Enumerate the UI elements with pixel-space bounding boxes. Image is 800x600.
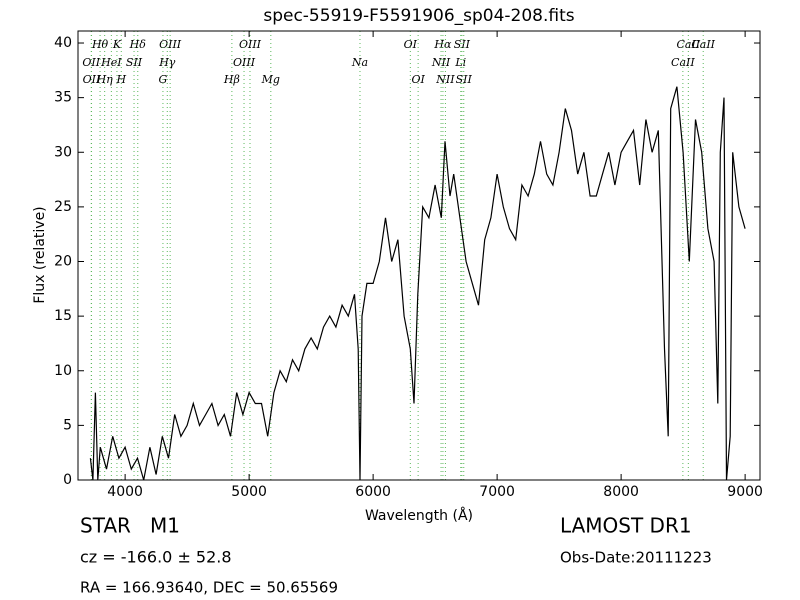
- coordinates: RA = 166.93640, DEC = 50.65569: [80, 579, 338, 597]
- spectral-line-label: NII: [431, 56, 451, 69]
- spectral-line-label: Li: [454, 56, 466, 69]
- y-tick-label: 0: [63, 472, 72, 488]
- spectral-line-label: G: [159, 73, 168, 86]
- obs-date: Obs-Date:20111223: [560, 549, 712, 567]
- spectral-line-label: Hδ: [129, 38, 147, 51]
- y-tick-label: 20: [54, 254, 72, 270]
- plot-frame: [77, 30, 761, 481]
- spectral-line-label: Hα: [433, 38, 452, 51]
- y-tick-label: 10: [54, 363, 72, 379]
- spectral-line-label: Na: [351, 56, 368, 69]
- survey: LAMOST DR1: [560, 514, 692, 538]
- spectral-line-label: OII: [82, 56, 100, 69]
- x-tick-label: 5000: [231, 484, 267, 500]
- y-tick-label: 15: [54, 308, 72, 324]
- object-class: STAR M1: [80, 514, 180, 538]
- spectral-line-label: OII: [83, 73, 101, 86]
- spectral-line-label: SII: [126, 56, 143, 69]
- spectrum-line: [89, 86, 746, 481]
- spectral-line-label: OI: [404, 38, 418, 51]
- spectral-line-label: SII: [454, 38, 471, 51]
- x-tick-label: 4000: [107, 484, 143, 500]
- y-tick-label: 30: [54, 144, 72, 160]
- x-tick-label: 9000: [727, 484, 763, 500]
- y-axis-label: Flux (relative): [32, 206, 48, 303]
- y-tick-label: 25: [54, 199, 72, 215]
- spectral-line-label: Hγ: [158, 56, 176, 69]
- spectral-line-label: Mg: [261, 73, 280, 86]
- y-tick-label: 35: [54, 90, 72, 106]
- chart-title: spec-55919-F5591906_sp04-208.fits: [263, 6, 574, 26]
- spectral-line-label: Hβ: [223, 73, 240, 86]
- spectral-line-label: OIII: [239, 38, 262, 51]
- spectral-line-label: SII: [456, 73, 473, 86]
- spectral-line-label: H: [115, 73, 126, 86]
- x-axis-label: Wavelength (Å): [365, 507, 473, 524]
- y-tick-label: 5: [63, 417, 72, 433]
- spectral-line-label: HeI: [100, 56, 122, 69]
- redshift: cz = -166.0 ± 52.8: [80, 548, 232, 567]
- spectral-line-label: K: [112, 38, 122, 51]
- spectral-line-label: Hθ: [91, 38, 109, 51]
- spectral-line-label: Hη: [96, 73, 114, 86]
- x-tick-label: 7000: [479, 484, 515, 500]
- y-tick-label: 40: [54, 35, 72, 51]
- spectral-line-label: OI: [411, 73, 425, 86]
- x-tick-label: 6000: [355, 484, 391, 500]
- spectral-line-label: OIII: [233, 56, 256, 69]
- x-tick-label: 8000: [603, 484, 639, 500]
- spectral-line-label: CaII: [691, 38, 715, 51]
- spectral-line-label: NII: [435, 73, 455, 86]
- spectral-line-label: OIII: [159, 38, 182, 51]
- spectral-line-label: CaII: [671, 56, 695, 69]
